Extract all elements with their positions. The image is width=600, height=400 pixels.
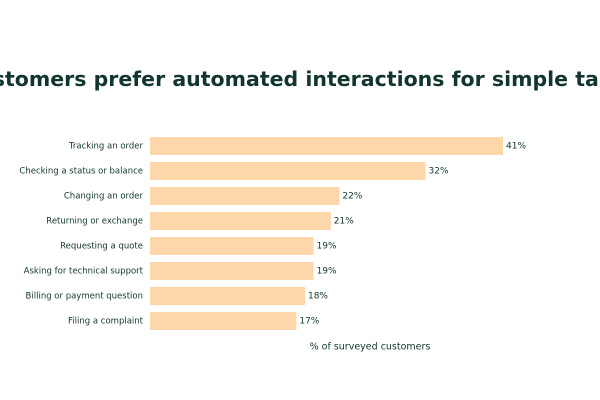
value-label: 32% xyxy=(429,167,449,177)
bar xyxy=(150,187,340,205)
value-label: 22% xyxy=(342,192,362,202)
category-label: Filing a complaint xyxy=(68,317,144,327)
bar xyxy=(150,237,314,255)
category-label: Returning or exchange xyxy=(46,217,143,227)
chart-title: Customers prefer automated interactions … xyxy=(0,67,600,91)
value-label: 19% xyxy=(317,242,337,252)
value-label: 41% xyxy=(506,142,526,152)
value-label: 21% xyxy=(334,217,354,227)
value-label: 18% xyxy=(308,292,328,302)
category-label: Asking for technical support xyxy=(24,267,144,277)
x-axis-label: % of surveyed customers xyxy=(310,342,431,353)
value-label: 19% xyxy=(317,267,337,277)
category-label: Requesting a quote xyxy=(60,242,143,252)
bar xyxy=(150,162,426,180)
bar xyxy=(150,312,297,330)
category-label: Checking a status or balance xyxy=(19,167,143,177)
category-label: Changing an order xyxy=(64,192,144,202)
bar xyxy=(150,287,305,305)
category-label: Tracking an order xyxy=(68,142,144,152)
bar xyxy=(150,262,314,280)
bar xyxy=(150,212,331,230)
value-label: 17% xyxy=(299,317,319,327)
category-label: Billing or payment question xyxy=(26,292,143,302)
bar xyxy=(150,137,503,155)
